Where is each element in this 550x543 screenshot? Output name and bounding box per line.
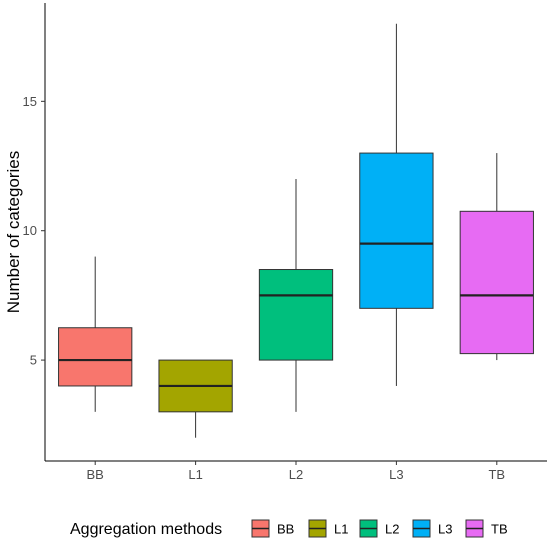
y-tick-label: 15 — [23, 94, 37, 109]
box-L1 — [158, 359, 233, 438]
box-iqr — [359, 152, 434, 309]
box-iqr — [58, 327, 133, 387]
y-tick-label: 10 — [23, 223, 37, 238]
legend-item-BB: BB — [251, 519, 294, 538]
plot-area — [58, 23, 534, 438]
y-tick-label: 5 — [30, 353, 37, 368]
y-axis-title: Number of categories — [4, 151, 23, 314]
x-tick-label: L3 — [389, 467, 403, 482]
box-TB — [459, 153, 534, 361]
legend-item-L3: L3 — [412, 519, 452, 538]
y-axis-ticks: 5 10 15 — [23, 94, 45, 368]
legend-item-L2: L2 — [359, 519, 399, 538]
box-L2 — [258, 178, 334, 412]
legend-item-TB: TB — [465, 519, 508, 538]
legend-item-L1: L1 — [308, 519, 348, 538]
legend: Aggregation methods BB L1 L2 L3 TB — [70, 519, 508, 538]
x-tick-label: L1 — [188, 467, 202, 482]
legend-label: TB — [491, 522, 508, 537]
x-axis-ticks: BB L1 L2 L3 TB — [87, 461, 505, 482]
legend-label: L3 — [438, 522, 452, 537]
x-tick-label: BB — [87, 467, 104, 482]
box-iqr — [459, 210, 534, 355]
x-tick-label: TB — [488, 467, 505, 482]
box-iqr — [258, 269, 334, 361]
box-BB — [58, 256, 133, 412]
legend-label: BB — [277, 522, 294, 537]
legend-label: L1 — [334, 522, 348, 537]
legend-title: Aggregation methods — [70, 521, 222, 538]
x-tick-label: L2 — [289, 467, 303, 482]
box-L3 — [359, 23, 434, 386]
legend-label: L2 — [385, 522, 399, 537]
